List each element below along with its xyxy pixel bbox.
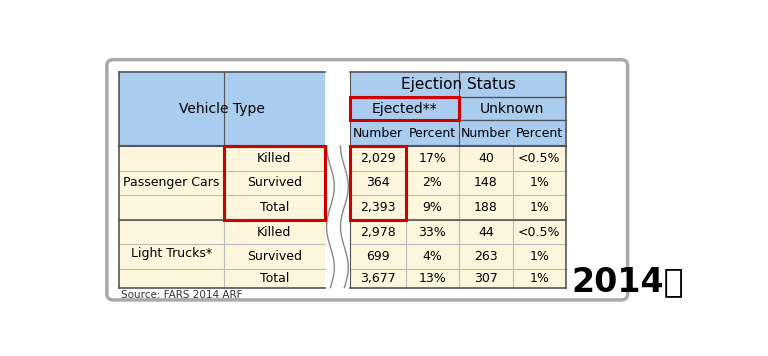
Text: Ejected**: Ejected** <box>372 102 437 116</box>
Text: Killed: Killed <box>257 152 291 165</box>
Text: Survived: Survived <box>247 250 302 263</box>
Text: 2,029: 2,029 <box>360 152 396 165</box>
Text: 307: 307 <box>474 272 498 285</box>
Text: 148: 148 <box>474 176 498 189</box>
Text: Total: Total <box>260 201 289 214</box>
Bar <box>350 72 566 146</box>
Text: 1%: 1% <box>529 250 549 263</box>
FancyBboxPatch shape <box>107 60 627 300</box>
Text: 1%: 1% <box>529 201 549 214</box>
Bar <box>119 72 325 146</box>
Text: 13%: 13% <box>419 272 446 285</box>
Text: Ejection Status: Ejection Status <box>401 77 515 92</box>
Text: Light Trucks*: Light Trucks* <box>131 247 212 260</box>
Text: Source: FARS 2014 ARF: Source: FARS 2014 ARF <box>121 290 242 300</box>
Text: 44: 44 <box>478 226 494 239</box>
Text: 40: 40 <box>478 152 494 165</box>
Text: Number: Number <box>461 127 511 140</box>
Text: Unknown: Unknown <box>480 102 545 116</box>
Text: <0.5%: <0.5% <box>518 152 561 165</box>
Text: 263: 263 <box>474 250 498 263</box>
Text: 2,978: 2,978 <box>360 226 396 239</box>
Text: 2%: 2% <box>422 176 442 189</box>
Bar <box>224 146 325 220</box>
Text: Killed: Killed <box>257 226 291 239</box>
Text: Number: Number <box>353 127 403 140</box>
Bar <box>119 146 325 288</box>
Bar <box>350 146 406 220</box>
Text: 188: 188 <box>474 201 498 214</box>
Text: 2014年: 2014年 <box>572 265 684 298</box>
Text: Survived: Survived <box>247 176 302 189</box>
Text: 33%: 33% <box>419 226 446 239</box>
Text: Total: Total <box>260 272 289 285</box>
Text: Vehicle Type: Vehicle Type <box>179 102 265 116</box>
Text: <0.5%: <0.5% <box>518 226 561 239</box>
Text: 17%: 17% <box>419 152 446 165</box>
Text: 3,677: 3,677 <box>360 272 396 285</box>
Text: 1%: 1% <box>529 272 549 285</box>
Bar <box>350 98 458 120</box>
Text: 699: 699 <box>366 250 390 263</box>
Text: 364: 364 <box>366 176 390 189</box>
Text: 9%: 9% <box>422 201 442 214</box>
Text: Percent: Percent <box>516 127 563 140</box>
Text: 1%: 1% <box>529 176 549 189</box>
Bar <box>350 146 566 288</box>
Text: 4%: 4% <box>422 250 442 263</box>
Text: 2,393: 2,393 <box>360 201 396 214</box>
Text: Percent: Percent <box>409 127 456 140</box>
Text: Passenger Cars: Passenger Cars <box>124 176 220 189</box>
